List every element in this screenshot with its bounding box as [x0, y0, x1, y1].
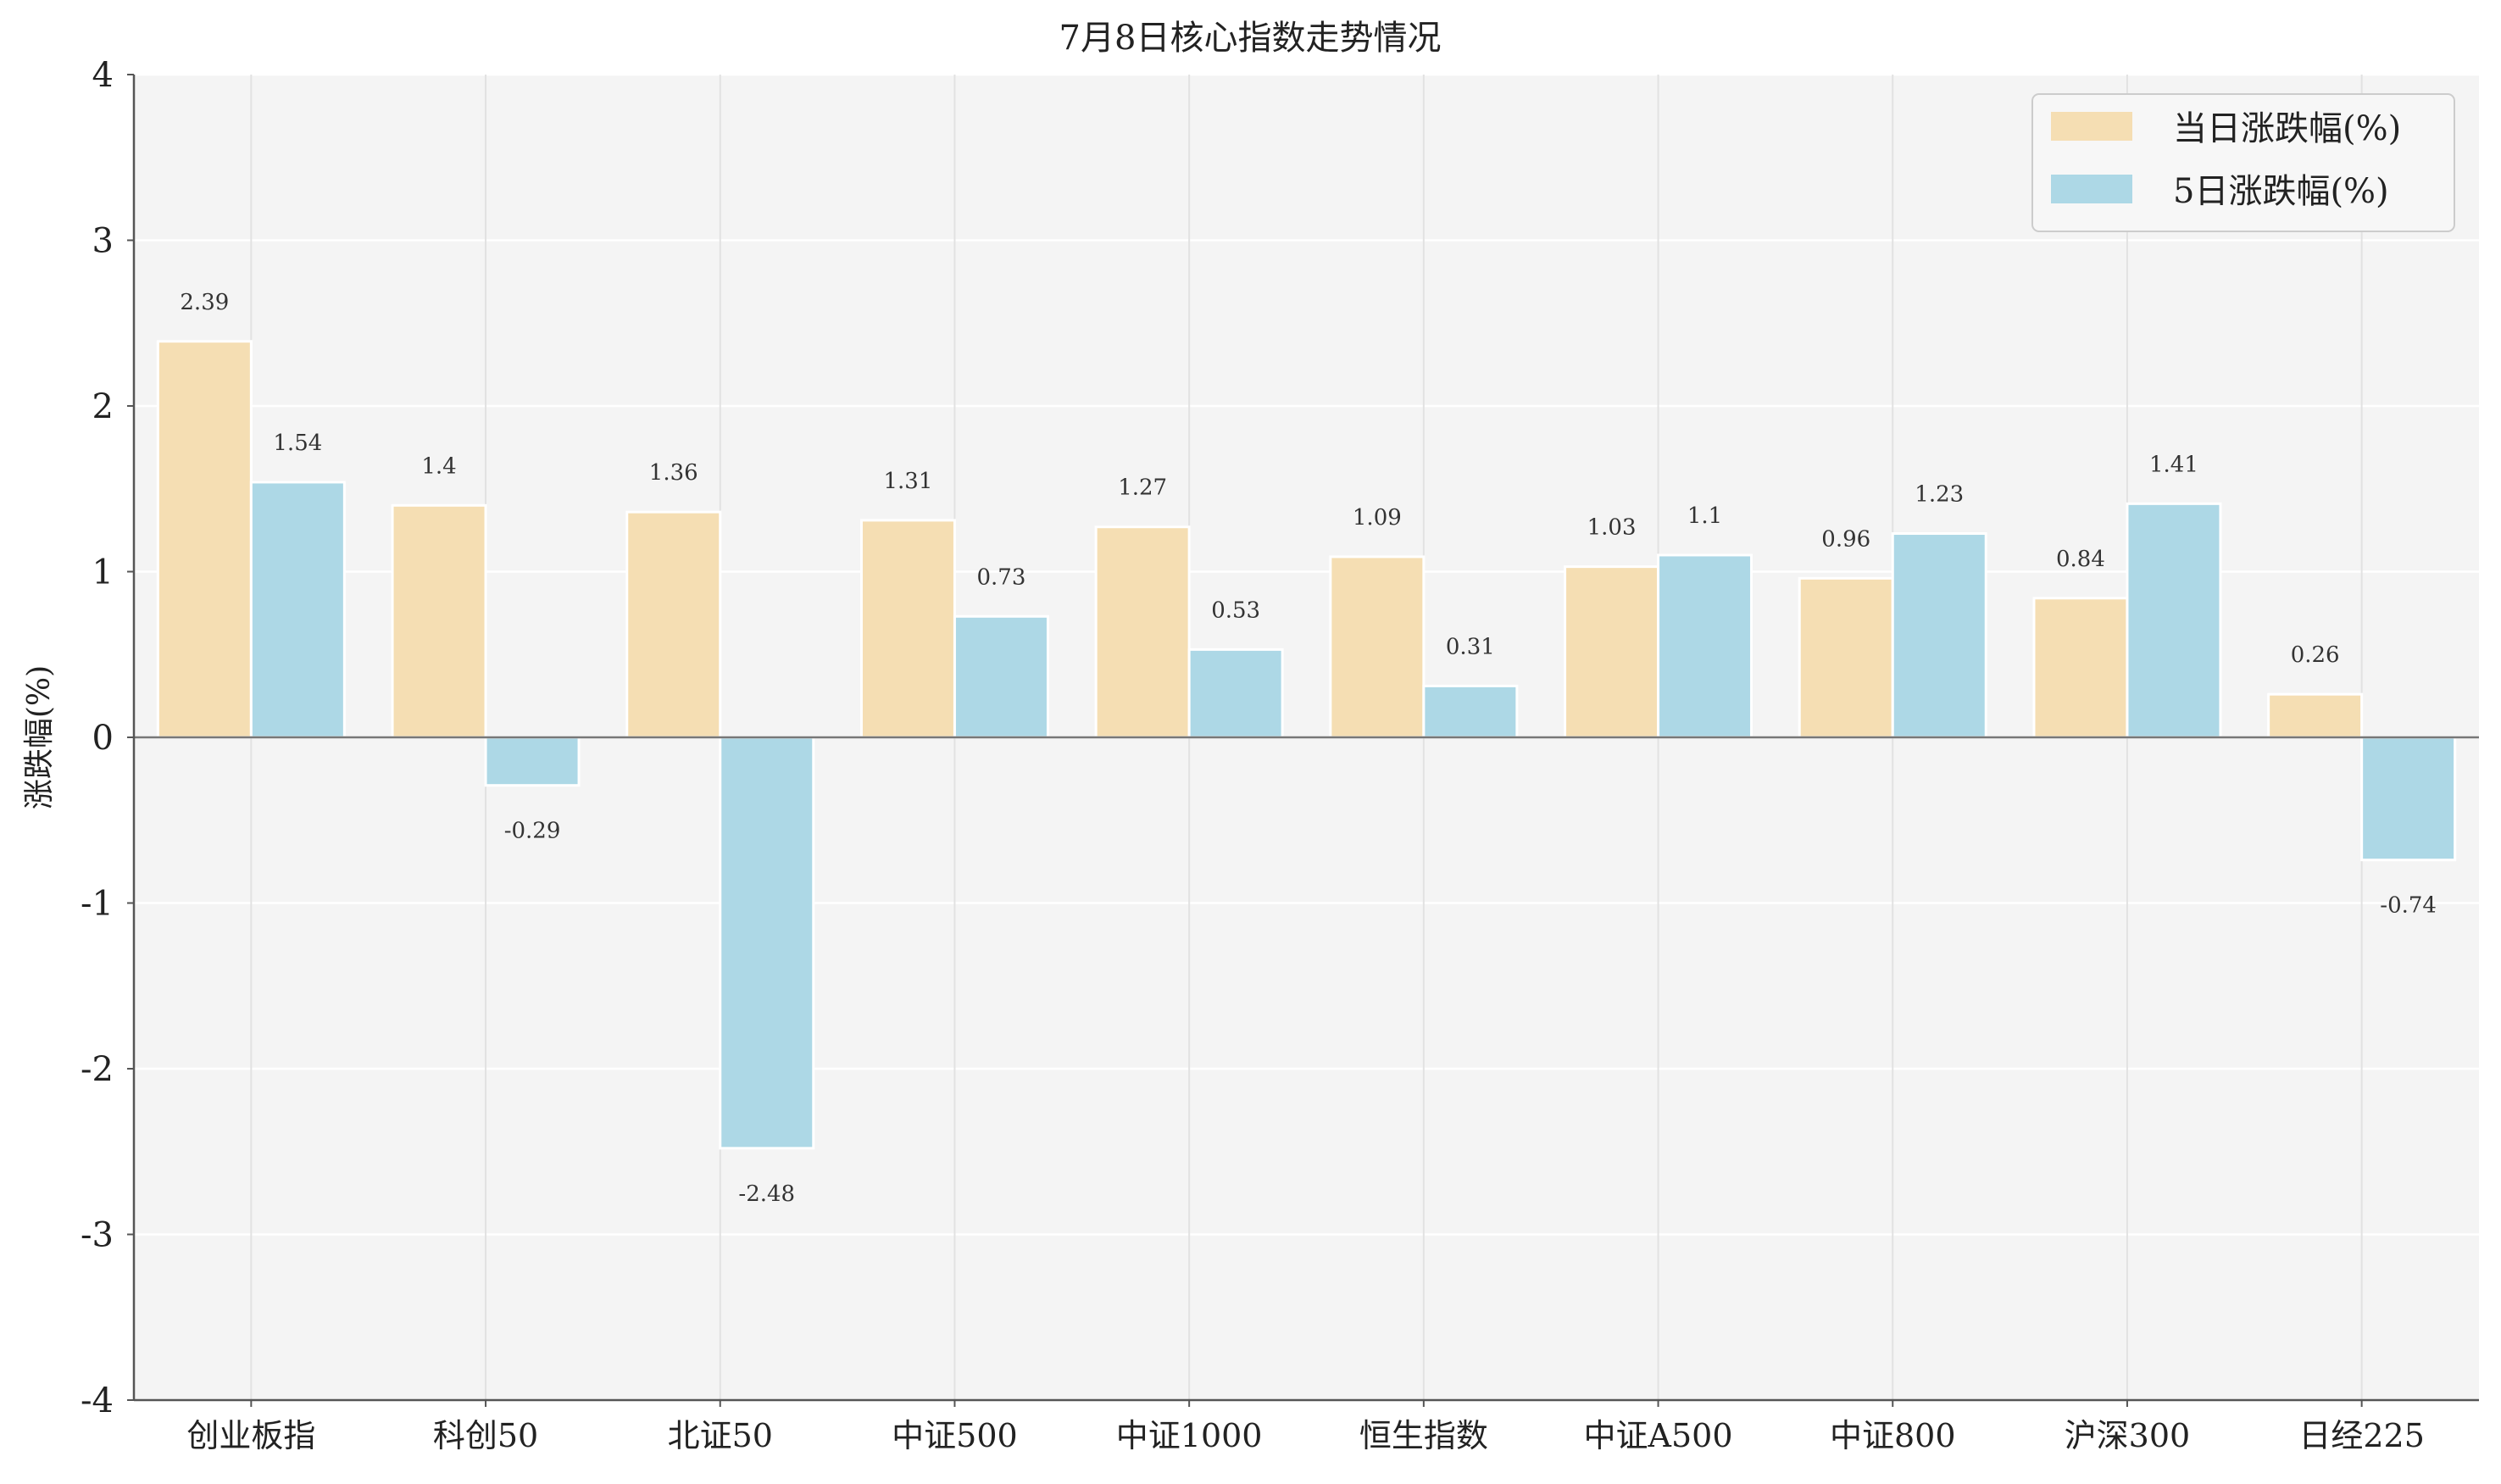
bar-daily [1329, 555, 1426, 739]
data-label: 1.41 [2149, 452, 2198, 477]
bar-5day [249, 481, 346, 739]
data-label: 0.84 [2056, 547, 2105, 572]
data-label: 1.27 [1118, 475, 1167, 501]
bar-5day [719, 736, 815, 1150]
bar-daily [1564, 565, 1660, 739]
y-tick-label: 4 [92, 56, 114, 95]
bar-5day [484, 736, 581, 787]
y-tick-label: -4 [81, 1381, 114, 1420]
legend-swatch-5day [2051, 175, 2132, 203]
y-tick-label: -3 [81, 1216, 114, 1255]
bar-daily [2267, 692, 2364, 739]
bar-daily [1094, 525, 1191, 739]
y-tick-label: 3 [92, 222, 114, 261]
x-tick-label: 恒生指数 [1359, 1417, 1488, 1454]
legend: 当日涨跌幅(%) 5日涨跌幅(%) [2031, 93, 2455, 232]
x-tick-label: 科创50 [433, 1417, 538, 1454]
legend-label-5day: 5日涨跌幅(%) [2173, 172, 2389, 211]
legend-frame [2031, 93, 2455, 232]
data-label: 0.96 [1821, 526, 1870, 552]
bar-daily [859, 519, 956, 739]
value-labels: 2.39 1.4 1.36 1.31 1.27 1.09 1.03 0.96 0.84 0.26 1… [180, 290, 2437, 1207]
bar-5day [1422, 684, 1519, 739]
bar-daily [2032, 597, 2129, 739]
bar-daily [625, 510, 722, 739]
data-label: 0.31 [1446, 634, 1495, 659]
bars [156, 340, 2457, 1150]
data-label: 2.39 [180, 290, 229, 315]
data-label: 1.4 [421, 453, 456, 479]
data-label: 0.73 [977, 564, 1026, 590]
data-label: 1.31 [884, 469, 933, 494]
data-label: 1.54 [273, 431, 322, 456]
legend-label-daily: 当日涨跌幅(%) [2173, 109, 2401, 148]
bar-5day [2360, 736, 2457, 862]
x-tick-label: 北证50 [668, 1417, 773, 1454]
x-tick-label: 中证500 [892, 1417, 1018, 1454]
y-tick-label: -2 [81, 1050, 114, 1089]
bar-daily [1798, 576, 1894, 739]
x-tick-label: 中证800 [1830, 1417, 1956, 1454]
bar-5day [1657, 553, 1753, 739]
data-label: -0.29 [504, 819, 561, 844]
y-tick-label: 2 [92, 387, 114, 426]
x-tick-label: 创业板指 [186, 1417, 315, 1454]
data-label: 1.03 [1587, 515, 1637, 541]
bar-5day [2126, 502, 2222, 739]
bar-5day [953, 614, 1049, 739]
bar-5day [1187, 648, 1284, 739]
data-label: 1.23 [1915, 482, 1964, 508]
x-tick-label: 日经225 [2298, 1417, 2425, 1454]
data-label: -0.74 [2380, 893, 2437, 919]
legend-swatch-daily [2051, 112, 2132, 141]
y-tick-label: 1 [92, 553, 114, 592]
data-label: 1.36 [649, 460, 698, 486]
bar-daily [391, 503, 487, 739]
data-label: 1.09 [1353, 505, 1402, 531]
axes [127, 74, 2479, 1407]
x-tick-label: 中证1000 [1116, 1417, 1263, 1454]
bar-5day [1891, 532, 1987, 739]
x-tick-label: 沪深300 [2065, 1417, 2191, 1454]
tick-labels: -4 -3 -2 -1 0 1 2 3 4 创业板指 科创50 北证50 中证500 中证1000 恒生指数… [81, 56, 2425, 1454]
bar-daily [156, 340, 253, 739]
x-tick-label: 中证A500 [1584, 1417, 1733, 1454]
data-label: 1.1 [1687, 503, 1722, 529]
y-tick-label: 0 [92, 719, 114, 758]
data-label: 0.53 [1211, 597, 1260, 623]
data-label: 0.26 [2291, 642, 2340, 668]
y-axis-label: 涨跌幅(%) [22, 665, 57, 809]
y-tick-label: -1 [81, 885, 114, 924]
chart-title: 7月8日核心指数走势情况 [1059, 19, 1442, 58]
data-label: -2.48 [738, 1181, 795, 1207]
